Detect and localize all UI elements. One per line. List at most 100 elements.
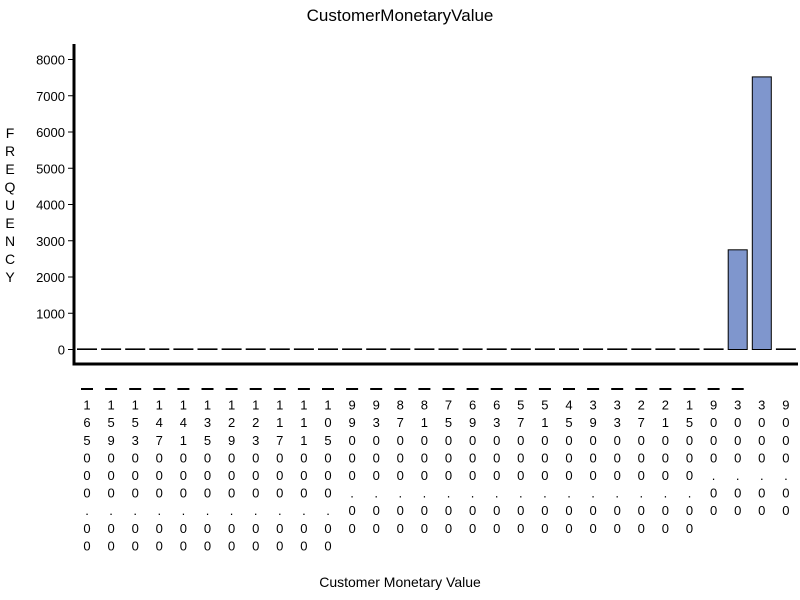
x-tick-label-char: . [784,468,788,483]
x-tick-label-char: 9 [107,433,114,448]
x-tick-label-char: 0 [758,433,765,448]
x-tick-label-char: 3 [373,415,380,430]
x-tick-label-char: 3 [493,415,500,430]
x-tick-label-char: 6 [493,398,500,413]
x-tick-label-char: 0 [421,433,428,448]
x-tick-label-char: . [374,486,378,501]
x-tick-label-char: . [615,486,619,501]
x-tick-label-char: 5 [517,398,524,413]
x-tick-label-char: 5 [107,415,114,430]
x-tick-label-char: 0 [517,503,524,518]
x-tick-label-char: 0 [565,503,572,518]
x-tick-label-char: 0 [324,415,331,430]
bar [679,348,700,350]
y-axis-label-letter: R [4,143,16,159]
x-tick-label-char: 0 [541,450,548,465]
x-tick-label-char: 0 [493,503,500,518]
x-tick-label-char: 0 [541,433,548,448]
x-tick-label-char: 0 [228,468,235,483]
x-tick-label-char: 0 [614,433,621,448]
x-tick-label-char: 0 [686,450,693,465]
x-tick-label-char: 9 [228,433,235,448]
x-tick-label-char: 0 [132,538,139,553]
x-tick-label-char: 0 [252,538,259,553]
x-tick-label-char: 0 [734,433,741,448]
y-axis-label-letter: Q [4,179,16,195]
x-tick-label-char: 0 [180,538,187,553]
x-tick-label-char: 0 [758,486,765,501]
y-axis-label-letter: F [5,125,15,141]
x-tick-label-char: 0 [373,468,380,483]
x-tick-label-char: 0 [300,468,307,483]
x-tick-label-char: 0 [782,486,789,501]
x-tick-label-char: 0 [228,521,235,536]
x-tick-label-char: 9 [589,415,596,430]
y-axis-label-letter: E [5,161,15,177]
x-tick-label-char: 1 [252,398,259,413]
x-tick-label-char: 0 [204,538,211,553]
x-tick-label-char: 1 [180,398,187,413]
x-tick-label-char: . [567,486,571,501]
x-tick-label-char: 0 [300,450,307,465]
x-tick-label-char: . [326,503,330,518]
x-tick-label-char: 0 [638,503,645,518]
y-axis-label-letter: C [4,251,16,267]
x-tick-label-char: 0 [758,503,765,518]
bar [197,348,218,350]
x-tick-label-char: 0 [397,521,404,536]
x-tick-label-char: . [591,486,595,501]
x-tick-label-char: 0 [589,503,596,518]
x-tick-label-char: 0 [662,450,669,465]
x-tick-label-char: 2 [252,415,259,430]
x-tick-label-char: . [543,486,547,501]
x-tick-label-char: 7 [276,433,283,448]
x-tick-label-char: . [157,503,161,518]
bar [366,348,387,350]
x-tick-label-char: 0 [156,538,163,553]
x-tick-label-char: 0 [373,450,380,465]
x-tick-label-char: . [495,486,499,501]
x-tick-label-char: 0 [445,468,452,483]
x-tick-label-char: 0 [493,450,500,465]
x-tick-label-char: 9 [373,398,380,413]
x-tick-label-char: 5 [132,415,139,430]
y-axis-label-letter: N [4,233,16,249]
x-tick-label-char: 4 [565,398,572,413]
x-tick-label-char: . [350,486,354,501]
bar [607,348,628,350]
x-tick-label-char: 0 [107,468,114,483]
x-tick-label-char: 5 [445,415,452,430]
chart-title: CustomerMonetaryValue [306,6,494,25]
x-tick-label-char: 0 [204,521,211,536]
x-tick-label-char: 0 [204,450,211,465]
x-tick-label-char: . [664,486,668,501]
x-tick-label-char: 0 [107,486,114,501]
x-tick-label-char: 0 [541,503,548,518]
x-tick-label-char: 0 [373,503,380,518]
x-tick-label-char: 3 [132,433,139,448]
x-tick-label-char: 1 [276,398,283,413]
x-tick-label-char: . [206,503,210,518]
bar [293,348,314,350]
x-tick-label-char: 0 [373,521,380,536]
x-tick-label-char: 7 [638,415,645,430]
x-tick-label-char: 0 [565,433,572,448]
x-tick-label-char: 0 [156,468,163,483]
x-tick-label-char: 1 [686,398,693,413]
x-tick-label-char: 0 [638,468,645,483]
x-tick-label-char: . [85,503,89,518]
x-tick-label-char: 0 [493,468,500,483]
x-tick-label-char: 0 [276,521,283,536]
bar [245,348,266,350]
x-tick-label-char: 0 [252,468,259,483]
x-tick-label-char: 0 [348,521,355,536]
x-tick-label-char: 0 [710,415,717,430]
x-tick-label-char: 0 [517,468,524,483]
x-tick-label-char: . [423,486,427,501]
x-tick-label-char: 0 [228,450,235,465]
x-tick-label-char: 0 [734,450,741,465]
x-tick-label-char: . [688,486,692,501]
x-tick-label-char: 0 [782,450,789,465]
x-tick-label-char: 5 [204,433,211,448]
x-tick-label-char: 0 [252,486,259,501]
